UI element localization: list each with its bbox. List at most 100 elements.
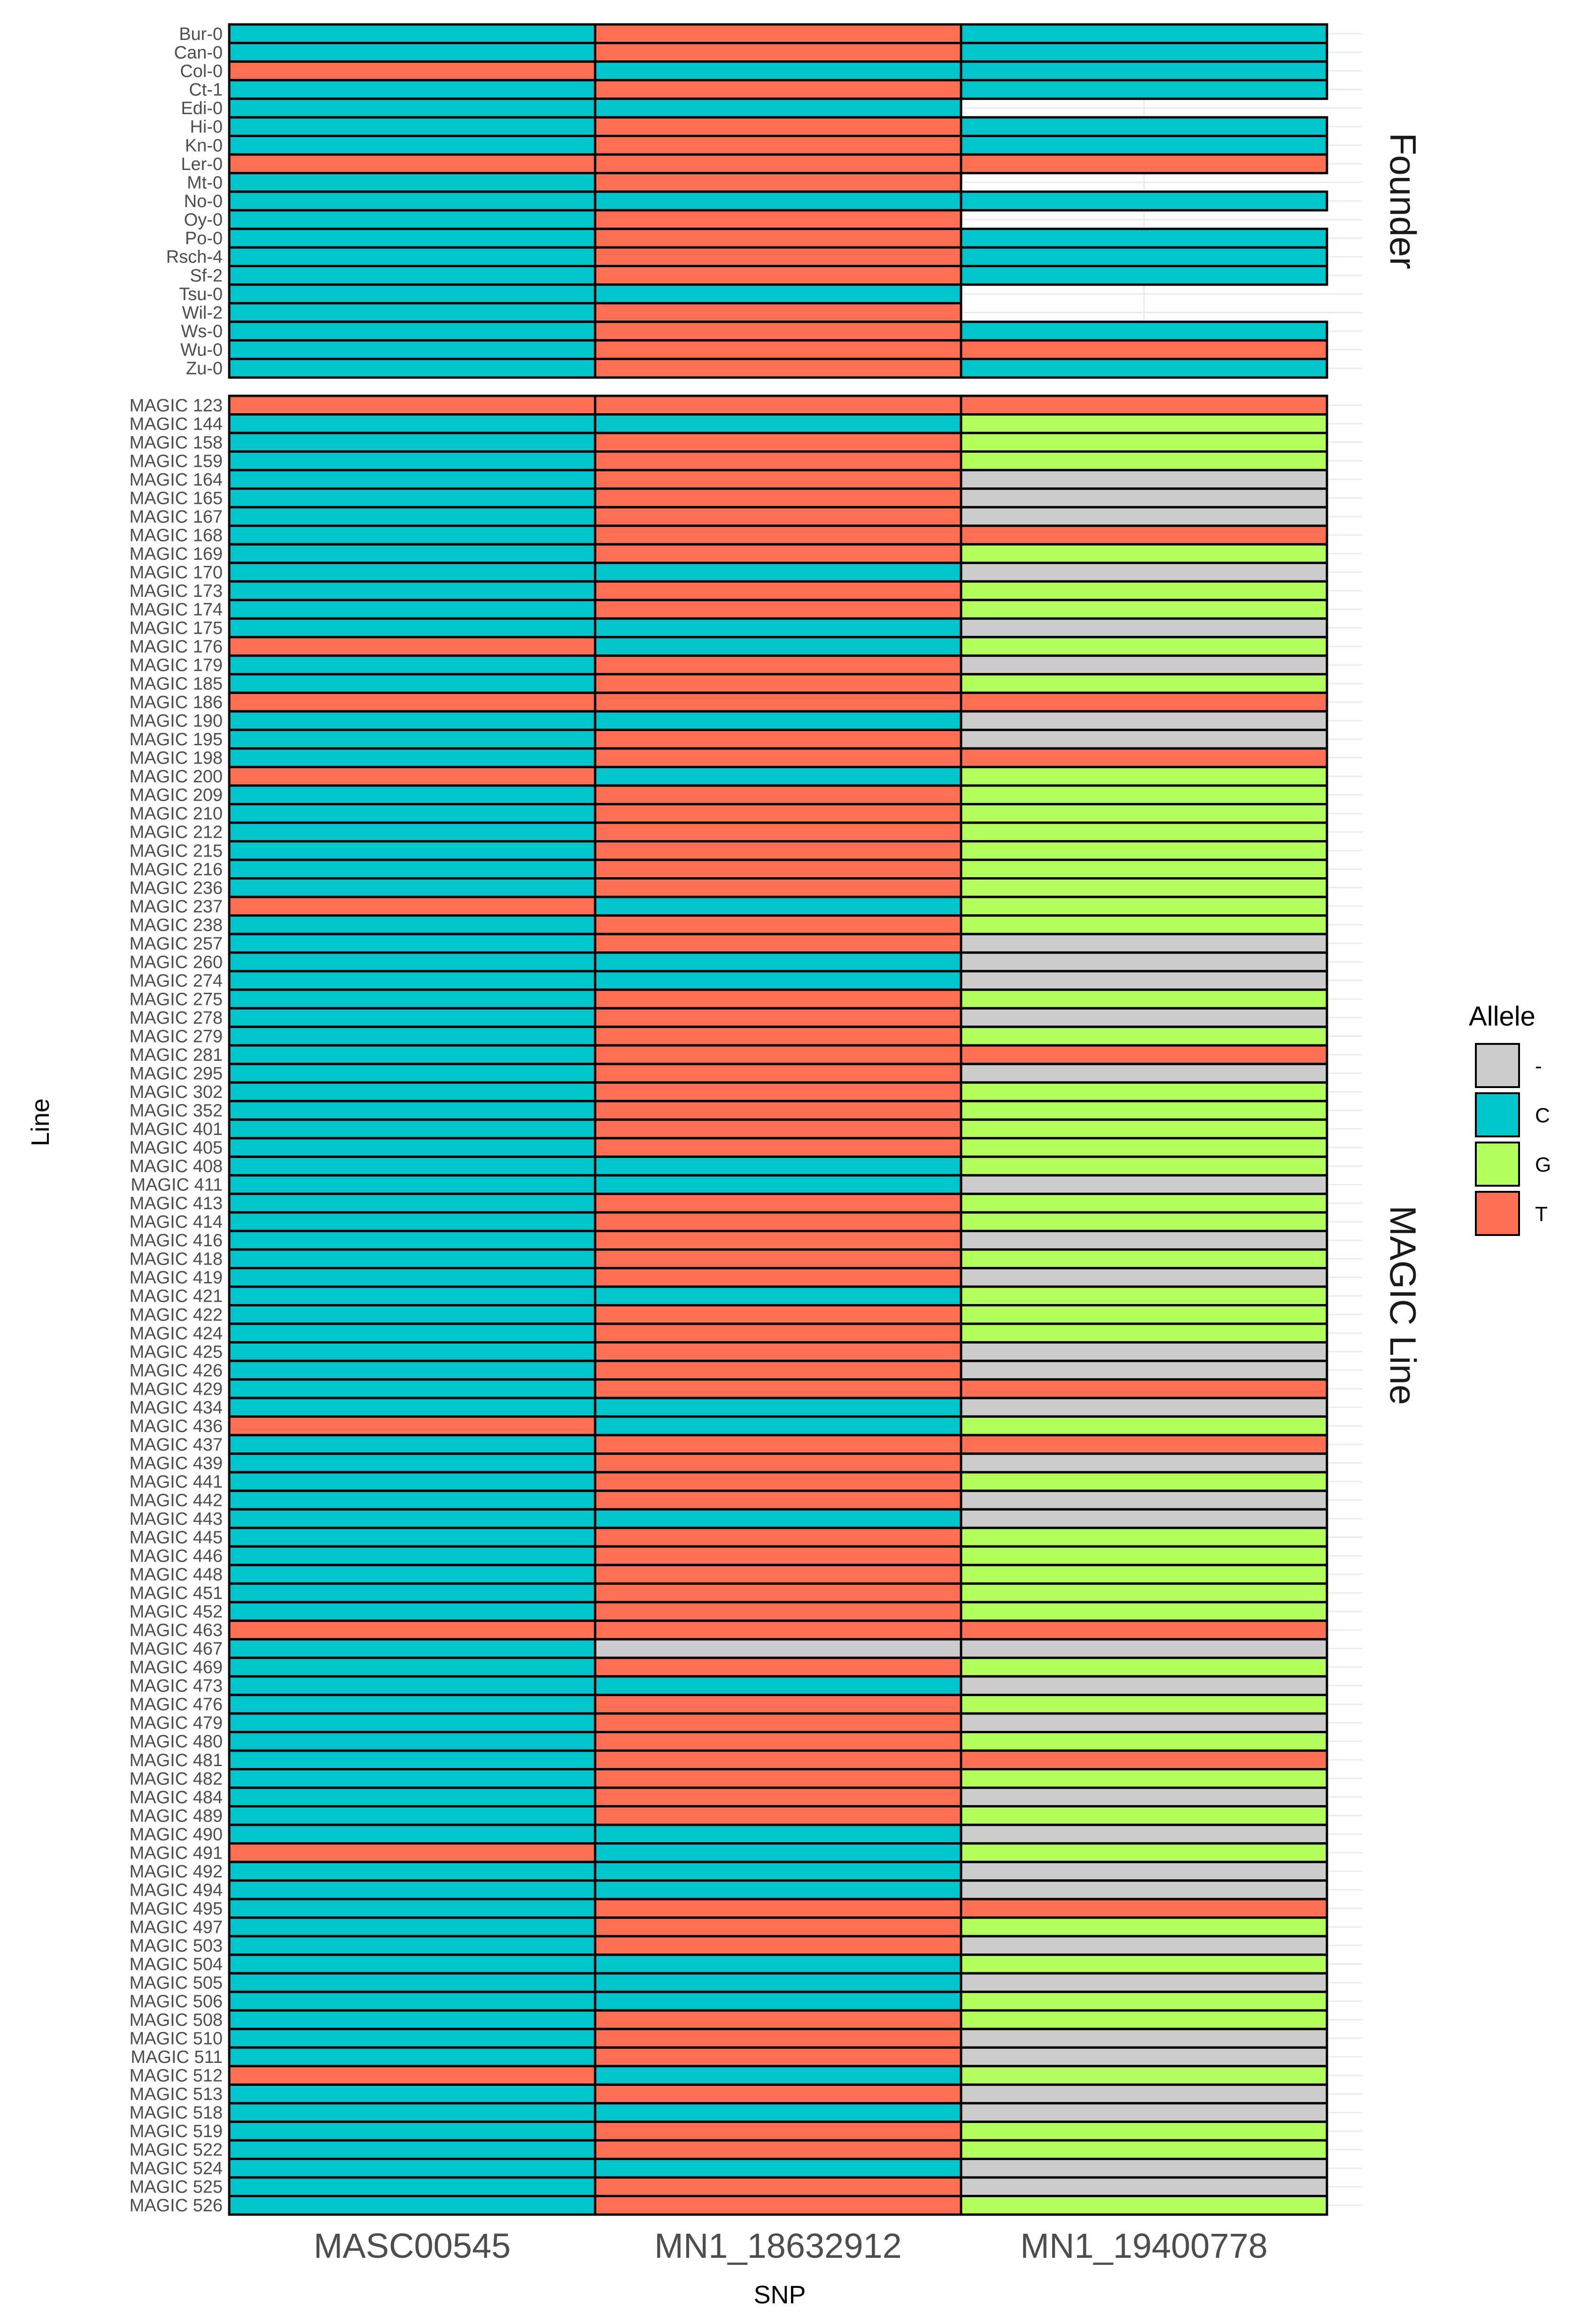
heatmap-cell <box>228 1898 597 1919</box>
heatmap-cell <box>228 1026 597 1047</box>
heatmap-cell <box>228 1490 597 1511</box>
y-tick-label: MAGIC 510 <box>129 2029 223 2049</box>
heatmap-cell <box>594 283 962 305</box>
heatmap-cell <box>594 1415 962 1436</box>
facet-label: MAGIC Line <box>1382 1205 1424 1405</box>
heatmap-cell <box>960 339 1328 360</box>
heatmap-cell <box>594 1174 962 1195</box>
y-tick-label: MAGIC 525 <box>129 2177 223 2197</box>
heatmap-cell <box>228 970 597 991</box>
heatmap-cell <box>228 320 597 342</box>
heatmap-cell <box>228 1601 597 1622</box>
heatmap-cell <box>228 1266 597 1288</box>
heatmap-cell <box>960 1749 1328 1771</box>
heatmap-cell <box>960 1081 1328 1103</box>
heatmap-cell <box>228 1304 597 1325</box>
heatmap-cell <box>960 1805 1328 1826</box>
heatmap-cell <box>960 1211 1328 1232</box>
y-tick-label: MAGIC 463 <box>129 1621 223 1640</box>
heatmap-cell <box>594 970 962 991</box>
heatmap-cell <box>594 1304 962 1325</box>
heatmap-cell <box>228 599 597 620</box>
heatmap-cell <box>228 2120 597 2142</box>
heatmap-cell <box>228 1285 597 1306</box>
legend-label: T <box>1535 1203 1548 1226</box>
heatmap-cell <box>960 1490 1328 1511</box>
heatmap-cell <box>228 450 597 471</box>
y-tick-label: Rsch-4 <box>166 247 223 267</box>
heatmap-cell <box>228 877 597 898</box>
heatmap-cell <box>228 2083 597 2105</box>
heatmap-cell <box>594 1972 962 1993</box>
heatmap-cell <box>960 2065 1328 2086</box>
y-tick-label: MAGIC 260 <box>129 952 223 972</box>
heatmap-cell <box>960 1100 1328 1121</box>
y-tick-label: MAGIC 408 <box>129 1157 223 1176</box>
y-tick-label: MAGIC 144 <box>129 414 223 434</box>
heatmap-cell <box>960 1415 1328 1436</box>
heatmap-cell <box>960 1879 1328 1900</box>
heatmap-cell <box>594 246 962 268</box>
heatmap-cell <box>960 1619 1328 1641</box>
y-tick-label: MAGIC 424 <box>129 1324 223 1343</box>
heatmap-cell <box>594 1397 962 1418</box>
y-tick-label: MAGIC 179 <box>129 656 223 675</box>
y-tick-label: MAGIC 281 <box>129 1045 223 1065</box>
heatmap-cell <box>594 543 962 564</box>
heatmap-cell <box>228 1619 597 1641</box>
y-tick-label: MAGIC 215 <box>129 841 223 861</box>
heatmap-cell <box>960 1693 1328 1715</box>
heatmap-cell <box>228 60 597 82</box>
y-tick-label: MAGIC 209 <box>129 786 223 805</box>
y-tick-label: MAGIC 165 <box>129 488 223 508</box>
heatmap-cell <box>594 357 962 379</box>
heatmap-cell <box>594 654 962 676</box>
legend-key <box>1475 1142 1520 1187</box>
y-tick-label: Ct-1 <box>189 80 223 100</box>
y-tick-label: MAGIC 405 <box>129 1138 223 1158</box>
heatmap-cell <box>960 320 1328 342</box>
heatmap-cell <box>960 1916 1328 1938</box>
heatmap-cell <box>228 1749 597 1771</box>
heatmap-cell <box>960 1786 1328 1808</box>
heatmap-cell <box>960 134 1328 156</box>
heatmap-cell <box>960 2083 1328 2105</box>
heatmap-cell <box>228 2176 597 2197</box>
heatmap-cell <box>594 2009 962 2031</box>
heatmap-cell <box>594 1693 962 1715</box>
heatmap-cell <box>594 469 962 490</box>
y-tick-label: MAGIC 176 <box>129 637 223 657</box>
heatmap-cell <box>228 1508 597 1529</box>
heatmap-cell <box>960 1026 1328 1047</box>
y-tick-label: MAGIC 504 <box>129 1954 223 1974</box>
y-tick-label: MAGIC 173 <box>129 581 223 601</box>
heatmap-cell <box>228 1118 597 1140</box>
heatmap-cell <box>960 933 1328 954</box>
heatmap-cell <box>228 710 597 731</box>
heatmap-cell <box>960 784 1328 805</box>
heatmap-cell <box>228 209 597 230</box>
heatmap-cell <box>960 1601 1328 1622</box>
y-tick-label: MAGIC 418 <box>129 1250 223 1269</box>
heatmap-cell <box>960 1898 1328 1919</box>
heatmap-cell <box>594 691 962 713</box>
heatmap-cell <box>960 525 1328 546</box>
heatmap-cell <box>960 2046 1328 2068</box>
heatmap-cell <box>228 116 597 137</box>
heatmap-cell <box>960 691 1328 713</box>
heatmap-cell <box>594 562 962 583</box>
heatmap-cell <box>228 1155 597 1177</box>
heatmap-cell <box>228 1063 597 1084</box>
heatmap-cell <box>960 357 1328 379</box>
heatmap-cell <box>960 1266 1328 1288</box>
heatmap-cell <box>594 227 962 249</box>
heatmap-cell <box>960 2139 1328 2160</box>
y-tick-label: MAGIC 484 <box>129 1788 223 1807</box>
heatmap-cell <box>594 2139 962 2160</box>
heatmap-cell <box>594 599 962 620</box>
y-tick-label: MAGIC 216 <box>129 860 223 880</box>
y-tick-label: MAGIC 492 <box>129 1862 223 1882</box>
heatmap-cell <box>594 636 962 657</box>
heatmap-cell <box>228 896 597 917</box>
y-tick-label: MAGIC 479 <box>129 1714 223 1733</box>
